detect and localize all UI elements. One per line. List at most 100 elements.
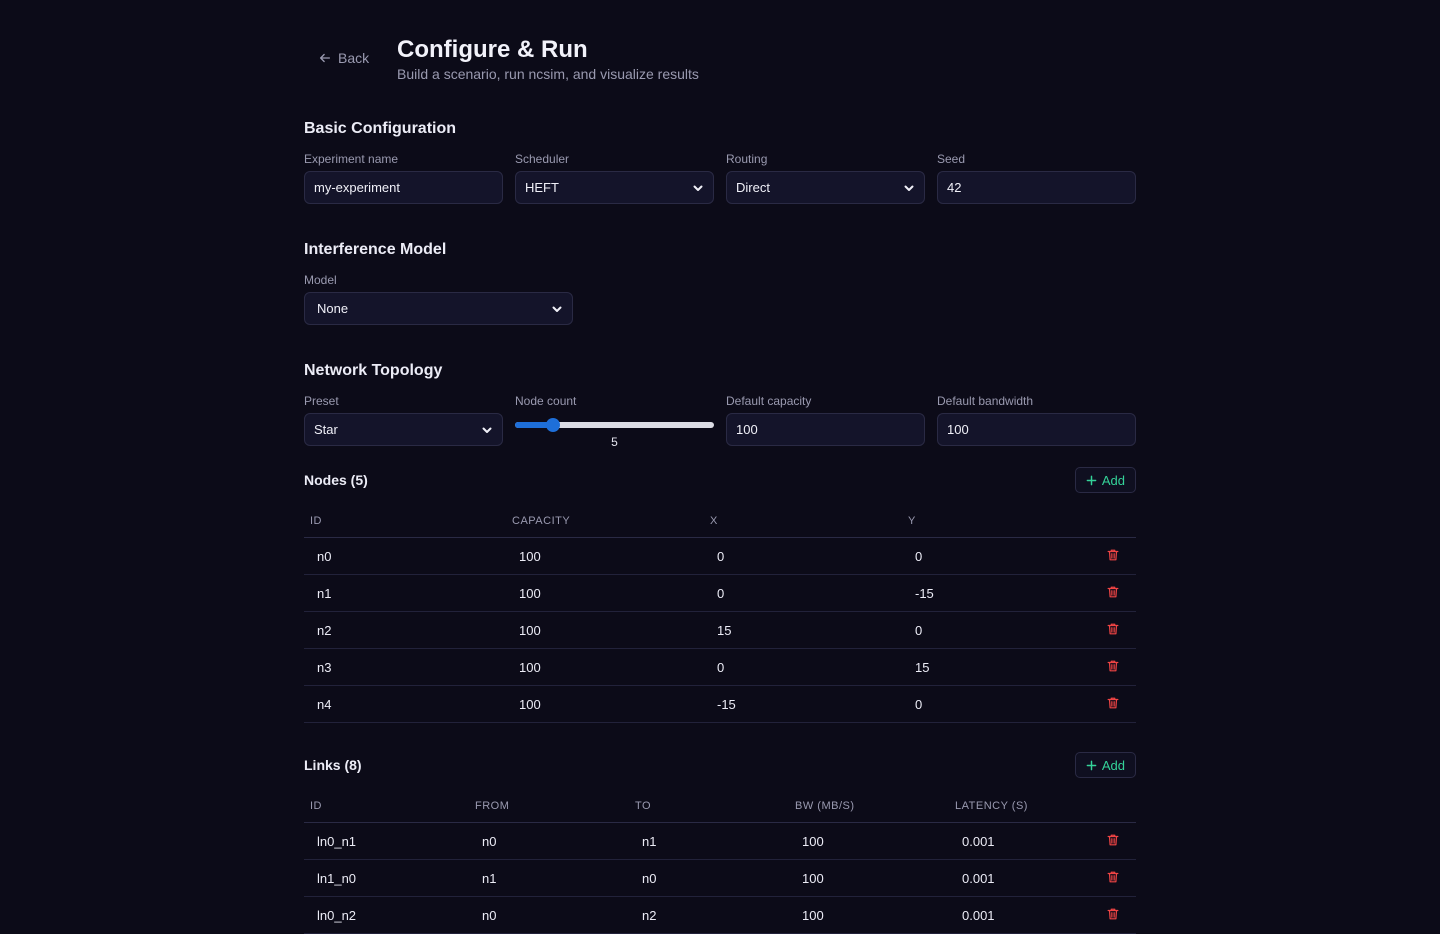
seed-value: 42: [947, 180, 962, 195]
cell-x: 15: [704, 611, 902, 649]
scheduler-select[interactable]: HEFT: [515, 171, 714, 204]
table-row: n3 100 0 15: [304, 648, 1136, 686]
delete-cell: [1084, 685, 1136, 723]
cell-id: n2: [304, 611, 506, 649]
add-node-button[interactable]: Add: [1074, 467, 1136, 493]
page-header: Back Configure & Run Build a scenario, r…: [304, 36, 1136, 88]
model-select[interactable]: None: [304, 292, 573, 325]
experiment-name-label: Experiment name: [304, 152, 399, 166]
cell-y: 15: [902, 648, 1084, 686]
column-header: TO: [629, 790, 789, 823]
slider-track: [515, 422, 714, 428]
basic-configuration-section: Basic Configuration Experiment name my-e…: [304, 120, 1136, 204]
cell-latency: 0.001: [949, 859, 1084, 897]
table-header-row: ID FROM TO BW (MB/S) LATENCY (S): [304, 790, 1136, 823]
cell-from: n1: [469, 859, 629, 897]
nodes-table: ID CAPACITY X Y n0 100 0 0 n1 100 0 -15: [304, 505, 1136, 723]
column-header-actions: [1084, 790, 1136, 823]
section-title-basic: Basic Configuration: [304, 120, 457, 137]
cell-id: n4: [304, 685, 506, 723]
column-header-actions: [1084, 505, 1136, 538]
preset-select[interactable]: Star: [304, 413, 503, 446]
model-label: Model: [304, 273, 337, 287]
table-row: ln1_n0 n1 n0 100 0.001: [304, 859, 1136, 897]
trash-icon[interactable]: [1106, 833, 1120, 847]
cell-from: n0: [469, 896, 629, 934]
experiment-name-input[interactable]: my-experiment: [304, 171, 503, 204]
table-header-row: ID CAPACITY X Y: [304, 505, 1136, 538]
cell-bw: 100: [789, 859, 949, 897]
delete-cell: [1084, 822, 1136, 860]
table-row: n1 100 0 -15: [304, 574, 1136, 612]
trash-icon[interactable]: [1106, 870, 1120, 884]
column-header: FROM: [469, 790, 629, 823]
cell-to: n2: [629, 896, 789, 934]
cell-to: n0: [629, 859, 789, 897]
model-value: None: [317, 301, 349, 316]
slider-fill: [515, 422, 553, 428]
cell-y: 0: [902, 537, 1084, 575]
default-capacity-label: Default capacity: [726, 394, 812, 408]
interference-model-section: Interference Model Model None: [304, 241, 1136, 325]
add-link-label: Add: [1101, 757, 1125, 773]
back-button[interactable]: Back: [318, 50, 369, 66]
cell-latency: 0.001: [949, 822, 1084, 860]
scheduler-value: HEFT: [525, 180, 559, 195]
cell-y: 0: [902, 685, 1084, 723]
chevron-down-icon: [904, 185, 914, 191]
cell-x: 0: [704, 648, 902, 686]
trash-icon[interactable]: [1106, 659, 1120, 673]
cell-id: ln0_n1: [304, 822, 469, 860]
column-header: BW (MB/S): [789, 790, 949, 823]
seed-input[interactable]: 42: [937, 171, 1136, 204]
links-header: Links (8) Add: [304, 752, 1136, 778]
delete-cell: [1084, 896, 1136, 934]
node-count-slider[interactable]: 5: [515, 413, 714, 449]
scheduler-label: Scheduler: [515, 152, 570, 166]
column-header: Y: [902, 505, 1084, 538]
trash-icon[interactable]: [1106, 907, 1120, 921]
cell-from: n0: [469, 822, 629, 860]
column-header: ID: [304, 505, 506, 538]
page: Back Configure & Run Build a scenario, r…: [304, 0, 1136, 934]
section-title-topology: Network Topology: [304, 362, 443, 379]
column-header: LATENCY (S): [949, 790, 1084, 823]
cell-id: ln0_n2: [304, 896, 469, 934]
cell-y: 0: [902, 611, 1084, 649]
cell-x: -15: [704, 685, 902, 723]
links-title: Links (8): [304, 757, 362, 773]
default-capacity-value: 100: [736, 422, 758, 437]
network-topology-section: Network Topology Preset Star Node count …: [304, 362, 1136, 449]
table-row: ln0_n2 n0 n2 100 0.001: [304, 896, 1136, 934]
add-link-button[interactable]: Add: [1074, 752, 1136, 778]
chevron-down-icon: [482, 427, 492, 433]
cell-bw: 100: [789, 822, 949, 860]
cell-id: n3: [304, 648, 506, 686]
trash-icon[interactable]: [1106, 696, 1120, 710]
page-title: Configure & Run: [397, 36, 588, 63]
trash-icon[interactable]: [1106, 548, 1120, 562]
chevron-down-icon: [693, 185, 703, 191]
cell-id: n0: [304, 537, 506, 575]
default-bandwidth-input[interactable]: 100: [937, 413, 1136, 446]
cell-y: -15: [902, 574, 1084, 612]
cell-x: 0: [704, 574, 902, 612]
preset-label: Preset: [304, 394, 339, 408]
cell-to: n1: [629, 822, 789, 860]
delete-cell: [1084, 537, 1136, 575]
arrow-left-icon: [319, 53, 331, 63]
section-title-interference: Interference Model: [304, 241, 447, 258]
default-capacity-input[interactable]: 100: [726, 413, 925, 446]
nodes-header: Nodes (5) Add: [304, 467, 1136, 493]
routing-value: Direct: [736, 180, 770, 195]
trash-icon[interactable]: [1106, 585, 1120, 599]
delete-cell: [1084, 648, 1136, 686]
cell-capacity: 100: [506, 574, 704, 612]
routing-label: Routing: [726, 152, 768, 166]
node-count-value: 5: [611, 435, 618, 449]
routing-select[interactable]: Direct: [726, 171, 925, 204]
default-bandwidth-label: Default bandwidth: [937, 394, 1034, 408]
links-table: ID FROM TO BW (MB/S) LATENCY (S) ln0_n1 …: [304, 790, 1136, 934]
slider-thumb[interactable]: [545, 418, 560, 432]
trash-icon[interactable]: [1106, 622, 1120, 636]
